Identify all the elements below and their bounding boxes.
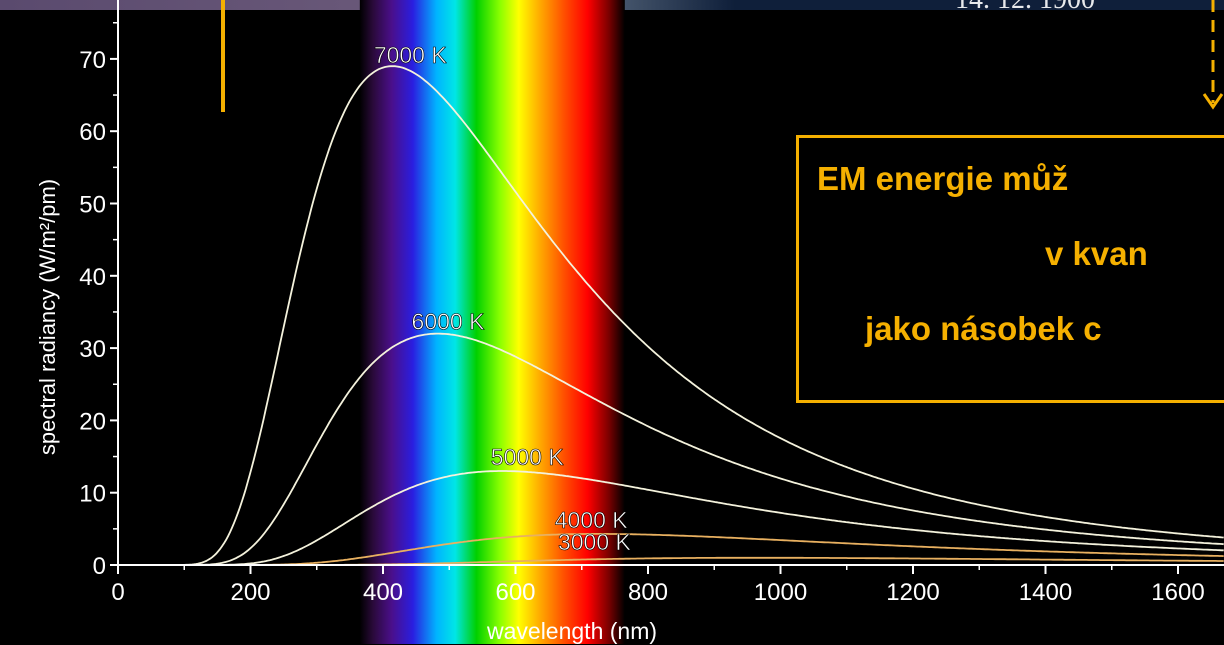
visible-spectrum-band — [359, 0, 625, 644]
x-tick-label-1200: 1200 — [886, 579, 939, 606]
x-tick-label-600: 600 — [495, 579, 535, 606]
y-tick-label-0: 0 — [93, 553, 106, 580]
series-line-5000k — [184, 470, 1224, 566]
x-axis-label: wavelength (nm) — [487, 618, 658, 644]
dashed-arrow — [1202, 0, 1224, 110]
y-tick-label-20: 20 — [79, 408, 106, 435]
orange-marker-bar — [221, 0, 225, 112]
series-label-3000k: 3000 K — [558, 529, 632, 555]
x-tick-label-1600: 1600 — [1151, 579, 1204, 606]
series-line-3000k — [184, 556, 1224, 566]
x-tick-label-1000: 1000 — [754, 579, 807, 606]
axes-group: 0 200 400 600 800 1000 1200 1400 1600 0 10 20 30 40 50… — [79, 0, 1224, 606]
curves-group — [184, 65, 1224, 566]
y-axis-label: spectral radiancy (W/m²/pm) — [35, 178, 60, 456]
y-tick-label-70: 70 — [79, 47, 106, 74]
series-line-6000k — [184, 332, 1224, 566]
callout-line-1: EM energie můž — [817, 160, 1069, 197]
y-tick-label-10: 10 — [79, 481, 106, 508]
y-tick-label-40: 40 — [79, 264, 106, 291]
date-text: 14. 12. 1900 — [955, 0, 1095, 16]
series-label-4000k: 4000 K — [555, 507, 629, 533]
x-tick-label-200: 200 — [230, 579, 270, 606]
callout-box: EM energie můž v kvan jako násobek c — [796, 135, 1224, 403]
series-line-4000k — [184, 533, 1224, 566]
series-label-5000k: 5000 K — [491, 444, 565, 470]
series-line-7000k — [184, 65, 1224, 566]
series-label-7000k: 7000 K — [374, 42, 448, 68]
y-tick-label-50: 50 — [79, 192, 106, 219]
x-tick-label-800: 800 — [628, 579, 668, 606]
callout-line-2: v kvan — [1045, 235, 1148, 272]
y-tick-label-60: 60 — [79, 119, 106, 146]
x-tick-label-1400: 1400 — [1019, 579, 1072, 606]
y-tick-label-30: 30 — [79, 336, 106, 363]
x-tick-label-400: 400 — [363, 579, 403, 606]
callout-line-3: jako násobek c — [865, 310, 1102, 347]
series-label-6000k: 6000 K — [412, 309, 486, 335]
x-tick-label-0: 0 — [111, 579, 124, 606]
